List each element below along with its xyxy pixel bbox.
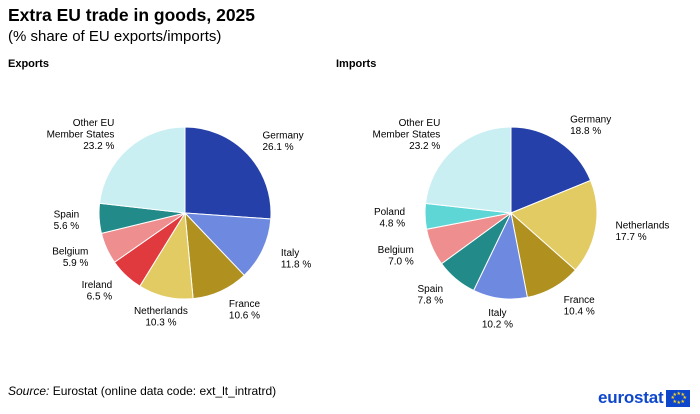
imports-pie-chart: Germany 18.8 % Netherlands 17.7 % France 10.4…: [372, 115, 670, 331]
exports-slice-italy: [183, 212, 272, 277]
exports-chart-title: Exports: [8, 58, 49, 70]
exports-label-france: France 10.6 %: [229, 299, 261, 322]
imports-slice-netherlands: [510, 179, 598, 271]
imports-chart-title: Imports: [336, 58, 377, 70]
imports-label-spain: Spain 7.8 %: [418, 284, 444, 307]
exports-label-ireland: Ireland 6.5 %: [82, 280, 113, 303]
exports-label-germany: Germany 26.1 %: [263, 130, 304, 153]
chart-subtitle: (% share of EU exports/imports): [8, 28, 222, 45]
source-note: Source: Eurostat (online data code: ext_…: [8, 384, 276, 398]
chart-title: Extra EU trade in goods, 2025: [8, 5, 256, 25]
imports-label-netherlands: Netherlands 17.7 %: [616, 221, 670, 244]
imports-label-other-eu-member-states: Other EU Member States 23.2 %: [372, 118, 440, 152]
eurostat-logo-text: eurostat: [598, 388, 664, 407]
exports-label-other-eu-member-states: Other EU Member States 23.2 %: [47, 118, 115, 152]
exports-label-belgium: Belgium 5.9 %: [52, 246, 88, 269]
exports-label-netherlands: Netherlands 10.3 %: [134, 306, 188, 329]
imports-slice-germany: [510, 126, 592, 214]
exports-label-spain: Spain 5.6 %: [54, 209, 80, 232]
exports-label-italy: Italy 11.8 %: [281, 248, 311, 271]
exports-slice-germany: [184, 126, 272, 220]
imports-label-belgium: Belgium 7.0 %: [378, 245, 414, 268]
imports-label-france: France 10.4 %: [564, 295, 596, 318]
exports-slice-other-eu-member-states: [98, 126, 186, 214]
eu-flag-icon: ★ ★ ★ ★ ★ ★ ★ ★: [666, 389, 691, 407]
eurostat-logo: eurostat ★ ★ ★ ★ ★ ★ ★ ★: [598, 388, 691, 408]
imports-slice-other-eu-member-states: [424, 126, 512, 214]
imports-label-italy: Italy 10.2 %: [482, 308, 513, 331]
exports-pie-chart: Germany 26.1 % Italy 11.8 % France 10.6 % Neth…: [47, 118, 312, 329]
source-text: Eurostat (online data code: ext_lt_intra…: [52, 384, 277, 398]
imports-label-germany: Germany 18.8 %: [570, 115, 611, 138]
imports-label-poland: Poland 4.8 %: [374, 207, 405, 230]
source-label: Source:: [8, 384, 50, 398]
